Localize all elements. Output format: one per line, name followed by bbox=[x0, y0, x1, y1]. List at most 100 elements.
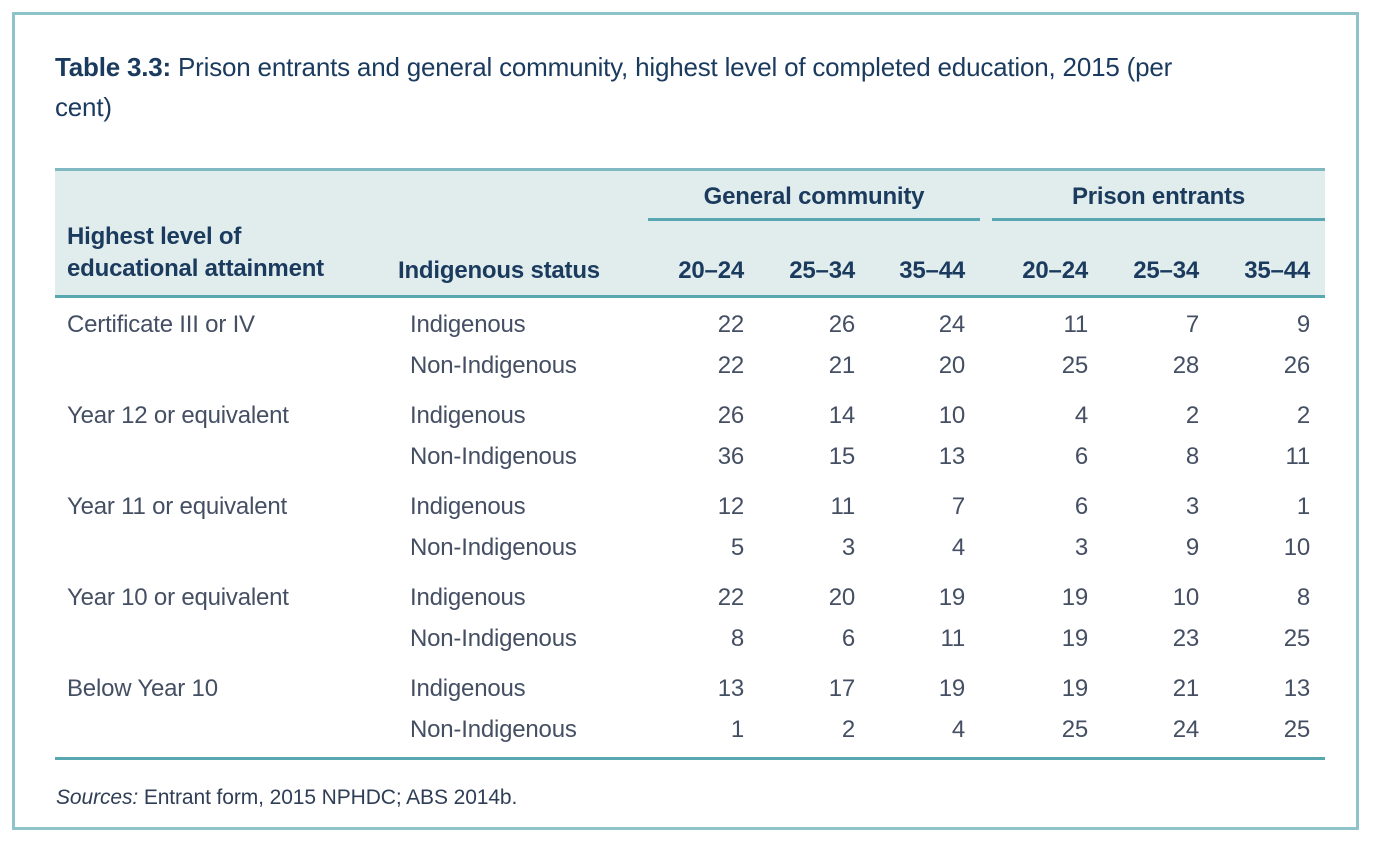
cell-general-value: 22 bbox=[717, 311, 744, 339]
cell-prison-value: 8 bbox=[1185, 443, 1199, 471]
cell-prison-value: 3 bbox=[1185, 493, 1199, 521]
cell-general-value: 1 bbox=[730, 716, 744, 744]
cell-status: Non-Indigenous bbox=[410, 716, 577, 744]
column-header-status: Indigenous status bbox=[398, 257, 600, 285]
cell-attainment: Below Year 10 bbox=[67, 675, 218, 703]
column-group-row: General community Prison entrants bbox=[55, 171, 1325, 221]
cell-attainment: Certificate III or IV bbox=[67, 311, 255, 339]
table-row: Non-Indigenous 8 6 11 19 23 25 bbox=[55, 619, 1325, 660]
cell-status: Non-Indigenous bbox=[410, 625, 577, 653]
cell-general-value: 8 bbox=[730, 625, 744, 653]
cell-prison-value: 13 bbox=[1283, 675, 1310, 703]
cell-general-value: 13 bbox=[717, 675, 744, 703]
cell-general-value: 11 bbox=[830, 493, 855, 521]
cell-general-value: 22 bbox=[717, 584, 744, 612]
cell-general-value: 3 bbox=[841, 534, 855, 562]
table-title: Table 3.3: Prison entrants and general c… bbox=[55, 47, 1220, 128]
cell-prison-value: 19 bbox=[1061, 625, 1088, 653]
cell-prison-value: 28 bbox=[1172, 352, 1199, 380]
column-header-age: 35–44 bbox=[899, 257, 965, 285]
cell-prison-value: 19 bbox=[1061, 584, 1088, 612]
cell-general-value: 10 bbox=[938, 402, 965, 430]
table-header: General community Prison entrants Highes… bbox=[55, 167, 1325, 298]
cell-status: Indigenous bbox=[410, 675, 526, 703]
cell-general-value: 2 bbox=[841, 716, 855, 744]
cell-prison-value: 6 bbox=[1074, 493, 1088, 521]
cell-attainment: Year 12 or equivalent bbox=[67, 402, 289, 430]
cell-general-value: 26 bbox=[828, 311, 855, 339]
cell-prison-value: 25 bbox=[1061, 716, 1088, 744]
column-header-age: 25–34 bbox=[789, 257, 855, 285]
cell-status: Non-Indigenous bbox=[410, 534, 577, 562]
cell-prison-value: 23 bbox=[1172, 625, 1199, 653]
column-header-age: 20–24 bbox=[678, 257, 744, 285]
cell-general-value: 13 bbox=[938, 443, 965, 471]
table-number: Table 3.3: bbox=[55, 52, 172, 82]
cell-prison-value: 25 bbox=[1061, 352, 1088, 380]
cell-general-value: 20 bbox=[828, 584, 855, 612]
source-note-label: Sources: bbox=[56, 785, 139, 809]
cell-prison-value: 10 bbox=[1283, 534, 1310, 562]
cell-general-value: 4 bbox=[951, 716, 965, 744]
table-row: Year 11 or equivalent Indigenous 12 11 7 6 3 1 bbox=[55, 487, 1325, 528]
cell-status: Indigenous bbox=[410, 311, 526, 339]
cell-prison-value: 19 bbox=[1061, 675, 1088, 703]
cell-prison-value: 2 bbox=[1185, 402, 1199, 430]
table-row: Non-Indigenous 5 3 4 3 9 10 bbox=[55, 528, 1325, 569]
table-body: Certificate III or IV Indigenous 22 26 24 11 7… bbox=[55, 298, 1325, 760]
cell-general-value: 12 bbox=[717, 493, 744, 521]
cell-general-value: 17 bbox=[828, 675, 855, 703]
cell-status: Non-Indigenous bbox=[410, 443, 577, 471]
source-note: Sources: Entrant form, 2015 NPHDC; ABS 2… bbox=[56, 786, 1356, 810]
column-header-row: Highest level of educational attainment … bbox=[55, 221, 1325, 296]
table-row: Non-Indigenous 36 15 13 6 8 11 bbox=[55, 437, 1325, 478]
data-table: General community Prison entrants Highes… bbox=[55, 167, 1325, 760]
cell-general-value: 4 bbox=[951, 534, 965, 562]
column-header-attainment-label: Highest level of educational attainment bbox=[67, 222, 324, 282]
cell-general-value: 26 bbox=[717, 402, 744, 430]
cell-attainment: Year 11 or equivalent bbox=[67, 493, 287, 521]
cell-general-value: 36 bbox=[717, 443, 744, 471]
cell-status: Indigenous bbox=[410, 584, 526, 612]
table-row: Below Year 10 Indigenous 13 17 19 19 21 13 bbox=[55, 669, 1325, 710]
cell-general-value: 19 bbox=[938, 584, 965, 612]
cell-prison-value: 26 bbox=[1283, 352, 1310, 380]
cell-prison-value: 11 bbox=[1285, 443, 1310, 471]
cell-general-value: 21 bbox=[828, 352, 855, 380]
table-card: Table 3.3: Prison entrants and general c… bbox=[12, 12, 1359, 830]
cell-general-value: 19 bbox=[938, 675, 965, 703]
cell-general-value: 14 bbox=[828, 402, 855, 430]
column-header-age: 35–44 bbox=[1244, 257, 1310, 285]
table-row: Year 12 or equivalent Indigenous 26 14 10 4 2 2 bbox=[55, 396, 1325, 437]
group-gap bbox=[980, 183, 992, 221]
cell-prison-value: 4 bbox=[1074, 402, 1088, 430]
cell-prison-value: 9 bbox=[1185, 534, 1199, 562]
cell-prison-value: 24 bbox=[1172, 716, 1199, 744]
cell-general-value: 11 bbox=[940, 625, 965, 653]
cell-general-value: 5 bbox=[730, 534, 744, 562]
cell-prison-value: 10 bbox=[1172, 584, 1199, 612]
column-group-general: General community bbox=[648, 183, 980, 221]
table-row: Certificate III or IV Indigenous 22 26 24 11 7… bbox=[55, 305, 1325, 346]
cell-prison-value: 2 bbox=[1296, 402, 1310, 430]
cell-general-value: 20 bbox=[938, 352, 965, 380]
cell-status: Indigenous bbox=[410, 402, 526, 430]
column-header-age: 25–34 bbox=[1133, 257, 1199, 285]
cell-prison-value: 9 bbox=[1296, 311, 1310, 339]
table-row: Non-Indigenous 1 2 4 25 24 25 bbox=[55, 710, 1325, 751]
table-row: Non-Indigenous 22 21 20 25 28 26 bbox=[55, 346, 1325, 387]
cell-status: Indigenous bbox=[410, 493, 526, 521]
cell-prison-value: 21 bbox=[1172, 675, 1199, 703]
column-header-age: 20–24 bbox=[1022, 257, 1088, 285]
cell-prison-value: 25 bbox=[1283, 716, 1310, 744]
cell-general-value: 24 bbox=[938, 311, 965, 339]
cell-general-value: 22 bbox=[717, 352, 744, 380]
cell-prison-value: 7 bbox=[1185, 311, 1199, 339]
cell-attainment: Year 10 or equivalent bbox=[67, 584, 289, 612]
column-group-prison: Prison entrants bbox=[992, 183, 1325, 221]
table-caption: Prison entrants and general community, h… bbox=[55, 52, 1173, 123]
header-spacer bbox=[55, 183, 648, 221]
source-note-text: Entrant form, 2015 NPHDC; ABS 2014b. bbox=[138, 785, 518, 809]
cell-general-value: 7 bbox=[951, 493, 965, 521]
cell-status: Non-Indigenous bbox=[410, 352, 577, 380]
